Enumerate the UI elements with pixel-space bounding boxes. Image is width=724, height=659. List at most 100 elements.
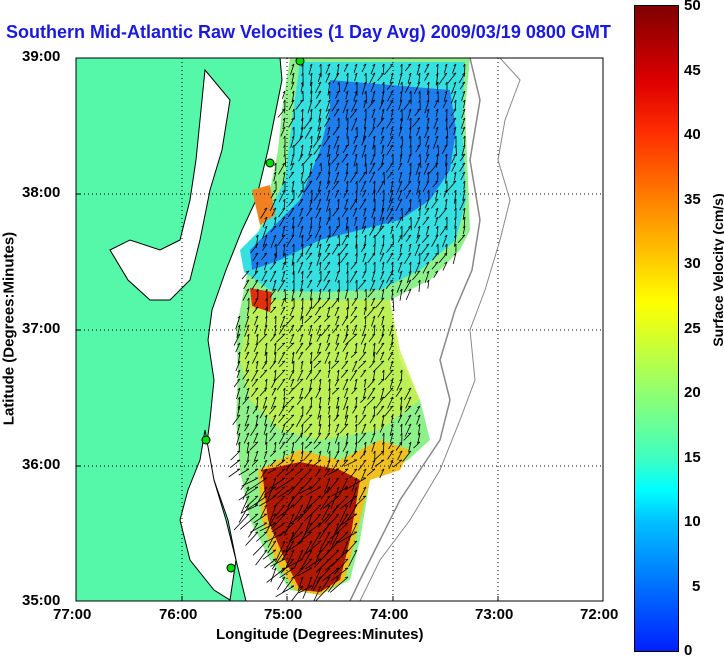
velocity-arrow-head	[264, 216, 268, 220]
velocity-arrow-head	[453, 126, 457, 130]
velocity-arrow-head	[336, 324, 340, 327]
velocity-arrow-head	[382, 369, 385, 373]
velocity-arrow	[262, 549, 277, 560]
velocity-arrow-head	[273, 189, 277, 192]
velocity-arrow-head	[282, 315, 286, 319]
velocity-arrow	[379, 207, 385, 222]
velocity-arrow	[301, 234, 304, 247]
velocity-arrow	[377, 180, 385, 193]
velocity-arrow-head	[273, 567, 277, 571]
velocity-arrow	[260, 504, 268, 518]
velocity-arrow-head	[381, 270, 385, 274]
velocity-arrow	[236, 423, 241, 435]
radar-site-marker	[201, 435, 211, 445]
velocity-arrow-head	[426, 252, 430, 255]
velocity-arrow	[318, 450, 322, 460]
velocity-arrow	[262, 396, 268, 409]
velocity-arrow-head	[399, 450, 403, 454]
velocity-arrow	[275, 243, 277, 258]
velocity-arrow-head	[462, 207, 466, 211]
velocity-arrow-head	[408, 414, 412, 417]
velocity-arrow-head	[282, 279, 286, 282]
colorbar-tick-label: 45	[684, 62, 701, 79]
velocity-arrow	[228, 468, 241, 478]
velocity-arrow-head	[345, 216, 349, 220]
velocity-arrow-head	[408, 387, 412, 390]
velocity-arrow	[389, 189, 394, 204]
velocity-arrow-head	[292, 126, 295, 130]
velocity-arrow-head	[300, 486, 304, 489]
velocity-arrow-head	[354, 549, 358, 553]
velocity-arrow	[230, 450, 241, 461]
velocity-arrow-head	[363, 387, 367, 391]
velocity-arrow	[424, 207, 430, 216]
velocity-arrow	[236, 387, 241, 400]
velocity-arrow-head	[291, 450, 295, 454]
velocity-arrow	[278, 405, 286, 417]
velocity-arrow-head	[354, 369, 358, 372]
velocity-arrow-head	[399, 252, 403, 255]
velocity-arrow-head	[327, 180, 331, 184]
colorbar-tick-label: 10	[684, 513, 701, 530]
velocity-arrow-head	[290, 504, 295, 506]
velocity-arrow	[462, 207, 466, 220]
velocity-arrow	[246, 441, 250, 453]
velocity-arrow-head	[237, 351, 241, 355]
velocity-arrow	[333, 108, 340, 117]
velocity-arrow-head	[273, 171, 277, 175]
velocity-arrow	[361, 63, 367, 73]
velocity-arrow	[422, 216, 430, 226]
velocity-arrow	[266, 306, 268, 317]
velocity-arrow	[302, 540, 313, 559]
velocity-arrow	[270, 396, 277, 409]
velocity-arrow-head	[337, 279, 340, 283]
velocity-arrow-head	[291, 351, 295, 355]
velocity-arrow	[311, 135, 313, 145]
velocity-arrow-head	[282, 90, 286, 94]
velocity-arrow-head	[382, 63, 385, 67]
velocity-arrow	[452, 252, 457, 264]
velocity-arrow	[311, 531, 322, 548]
velocity-arrow	[250, 387, 259, 397]
velocity-arrow	[370, 63, 376, 75]
velocity-arrow	[349, 486, 358, 508]
velocity-arrow	[297, 261, 304, 274]
velocity-arrow-head	[318, 207, 322, 210]
velocity-arrow	[463, 216, 466, 228]
velocity-arrow-head	[436, 90, 439, 94]
velocity-arrow	[404, 387, 412, 401]
velocity-arrow-head	[435, 207, 439, 211]
velocity-arrow-head	[300, 315, 304, 319]
velocity-arrow-head	[273, 540, 277, 543]
velocity-arrow-head	[416, 441, 421, 444]
velocity-arrow-head	[291, 225, 295, 229]
velocity-arrow	[279, 567, 295, 579]
velocity-arrow-head	[327, 198, 331, 202]
velocity-arrow-head	[264, 360, 268, 363]
velocity-arrow	[255, 360, 259, 369]
velocity-arrow	[426, 108, 430, 119]
velocity-arrow-head	[318, 243, 322, 247]
velocity-arrow-head	[409, 162, 412, 166]
velocity-arrow	[297, 369, 304, 382]
velocity-arrow	[277, 108, 286, 118]
velocity-arrow	[325, 234, 331, 243]
velocity-arrow-head	[426, 72, 430, 75]
velocity-arrow	[387, 450, 394, 460]
velocity-arrow	[364, 378, 367, 388]
velocity-arrow-head	[327, 396, 331, 400]
y-tick-label: 36:00	[22, 456, 61, 473]
velocity-arrow	[353, 63, 358, 74]
velocity-arrow	[345, 90, 349, 100]
velocity-arrow-head	[255, 324, 259, 328]
velocity-arrow	[254, 261, 259, 275]
velocity-arrow	[432, 180, 439, 188]
velocity-arrow	[334, 558, 349, 575]
velocity-arrow-head	[418, 198, 421, 202]
velocity-arrow	[313, 369, 322, 381]
velocity-arrow-head	[309, 261, 313, 265]
velocity-arrow	[308, 333, 313, 345]
velocity-arrow-head	[381, 297, 385, 300]
velocity-arrow-head	[318, 198, 322, 202]
velocity-arrow-head	[418, 207, 421, 211]
